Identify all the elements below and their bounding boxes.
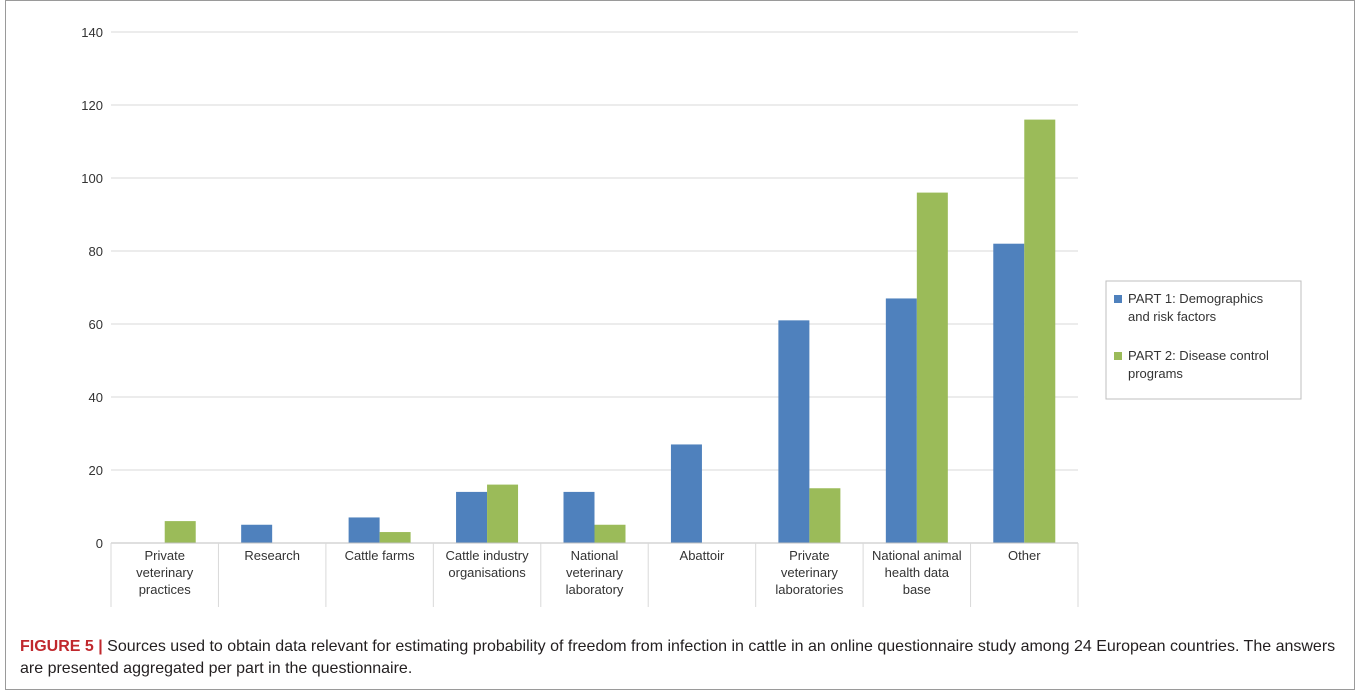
- category-label: Private veterinary practices: [136, 548, 194, 597]
- legend: PART 1: Demographics and risk factorsPART…: [1105, 280, 1302, 400]
- category-label-line: National: [571, 548, 619, 563]
- legend-label-line: programs: [1128, 366, 1183, 381]
- category-label-line: veterinary: [781, 565, 839, 580]
- y-tick-label: 40: [89, 390, 103, 405]
- legend-label: PART 1: Demographics and risk factors: [1128, 291, 1264, 324]
- category-label-line: health data: [885, 565, 950, 580]
- bar: [379, 532, 411, 543]
- bar: [487, 484, 519, 543]
- bar: [563, 491, 595, 543]
- category-label: Private veterinary laboratories: [775, 548, 843, 597]
- category-label-line: veterinary: [136, 565, 194, 580]
- bar: [809, 488, 841, 543]
- bar: [241, 524, 273, 543]
- legend-swatch: [1114, 295, 1122, 303]
- category-label-line: Abattoir: [680, 548, 725, 563]
- figure-caption: FIGURE 5 | Sources used to obtain data r…: [20, 636, 1340, 680]
- legend-swatch: [1114, 352, 1122, 360]
- bar: [1024, 119, 1056, 543]
- category-label: Research: [244, 548, 300, 563]
- category-label-line: Research: [244, 548, 300, 563]
- y-tick-label: 120: [81, 98, 103, 113]
- bar: [993, 243, 1025, 543]
- category-label-line: Private: [789, 548, 829, 563]
- legend-label-line: PART 1: Demographics: [1128, 291, 1264, 306]
- bars: [164, 119, 1056, 543]
- gridlines: [111, 31, 1078, 471]
- figure-frame: 0 20 40 60 80 100 120 140 Private veterinary prac…: [5, 0, 1355, 690]
- y-tick-label: 20: [89, 463, 103, 478]
- legend-label-line: PART 2: Disease control: [1128, 348, 1269, 363]
- bar: [885, 298, 917, 543]
- category-label: Other: [1008, 548, 1041, 563]
- category-label-line: laboratories: [775, 582, 843, 597]
- y-axis-ticks: 0 20 40 60 80 100 120 140: [81, 25, 103, 551]
- legend-label-line: and risk factors: [1128, 309, 1217, 324]
- category-label: Cattle industry organisations: [446, 548, 530, 580]
- category-label: Cattle farms: [345, 548, 416, 563]
- y-tick-label: 80: [89, 244, 103, 259]
- category-label: National animal health data base: [872, 548, 962, 597]
- category-label: National veterinary laboratory: [566, 548, 624, 597]
- category-label-line: laboratory: [566, 582, 624, 597]
- category-label-line: base: [903, 582, 931, 597]
- category-label-line: Cattle industry: [446, 548, 530, 563]
- category-label: Abattoir: [680, 548, 725, 563]
- bar-chart: 0 20 40 60 80 100 120 140 Private veterinary prac…: [81, 25, 1302, 607]
- bar: [670, 444, 702, 543]
- bar: [456, 491, 488, 543]
- bar: [348, 517, 380, 543]
- legend-box: [1105, 280, 1302, 400]
- category-label-line: Private: [144, 548, 184, 563]
- category-label-line: practices: [139, 582, 192, 597]
- bar: [164, 521, 196, 543]
- category-label-line: National animal: [872, 548, 962, 563]
- y-tick-label: 140: [81, 25, 103, 40]
- caption-text: Sources used to obtain data relevant for…: [20, 638, 1336, 677]
- x-axis: Private veterinary practices Research Cattle…: [110, 542, 1079, 607]
- y-tick-label: 0: [96, 536, 103, 551]
- bar: [916, 192, 948, 543]
- figure-label: FIGURE 5 |: [20, 638, 103, 655]
- y-tick-label: 60: [89, 317, 103, 332]
- category-label-line: veterinary: [566, 565, 624, 580]
- legend-label: PART 2: Disease control programs: [1128, 348, 1269, 381]
- category-label-line: Cattle farms: [345, 548, 416, 563]
- category-label-line: Other: [1008, 548, 1041, 563]
- bar: [594, 524, 626, 543]
- bar: [778, 320, 810, 543]
- y-tick-label: 100: [81, 171, 103, 186]
- category-label-line: organisations: [448, 565, 526, 580]
